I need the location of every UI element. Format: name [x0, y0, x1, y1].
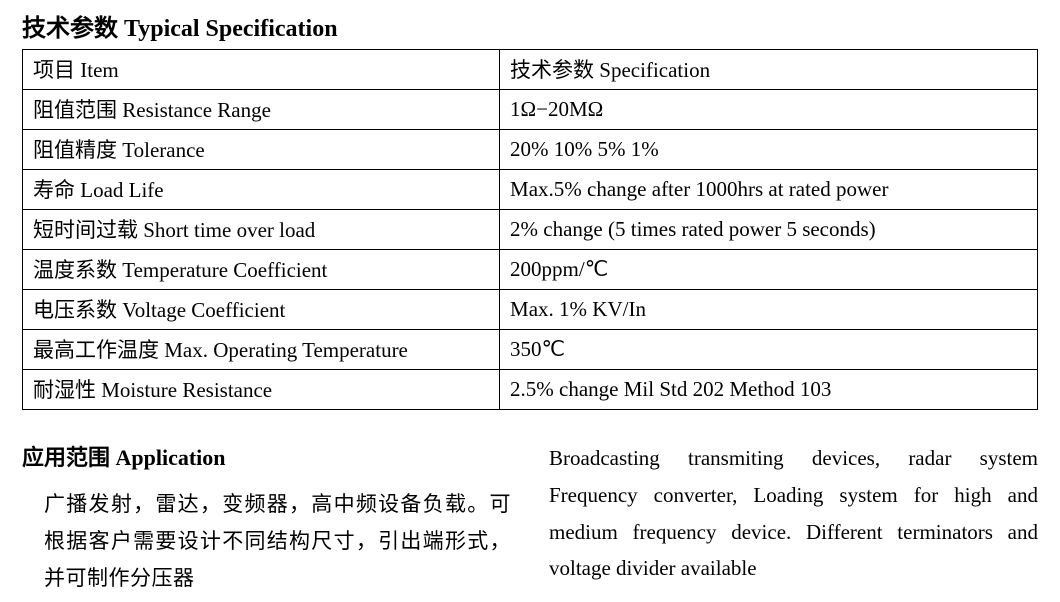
spec-table: 项目 Item 技术参数 Specification 阻值范围 Resistan…: [22, 49, 1038, 410]
cell-item: 温度系数 Temperature Coefficient: [23, 250, 500, 290]
cell-spec: 2.5% change Mil Std 202 Method 103: [500, 370, 1038, 410]
cell-item: 阻值精度 Tolerance: [23, 130, 500, 170]
cell-spec: 2% change (5 times rated power 5 seconds…: [500, 210, 1038, 250]
application-text-chinese: 广播发射，雷达，变频器，高中频设备负载。可根据客户需要设计不同结构尺寸，引出端形…: [22, 486, 511, 596]
cell-item: 耐湿性 Moisture Resistance: [23, 370, 500, 410]
section-title-application: 应用范围 Application: [22, 440, 511, 472]
section-title-spec: 技术参数 Typical Specification: [22, 8, 1038, 43]
cell-item: 电压系数 Voltage Coefficient: [23, 290, 500, 330]
table-row: 短时间过载 Short time over load 2% change (5 …: [23, 210, 1038, 250]
cell-item: 短时间过载 Short time over load: [23, 210, 500, 250]
table-row: 最高工作温度 Max. Operating Temperature 350℃: [23, 330, 1038, 370]
table-row: 阻值范围 Resistance Range 1Ω−20MΩ: [23, 90, 1038, 130]
table-row: 项目 Item 技术参数 Specification: [23, 50, 1038, 90]
cell-spec: 20% 10% 5% 1%: [500, 130, 1038, 170]
application-section: 应用范围 Application 广播发射，雷达，变频器，高中频设备负载。可根据…: [22, 440, 1038, 596]
cell-item: 阻值范围 Resistance Range: [23, 90, 500, 130]
table-row: 耐湿性 Moisture Resistance 2.5% change Mil …: [23, 370, 1038, 410]
table-row: 阻值精度 Tolerance 20% 10% 5% 1%: [23, 130, 1038, 170]
cell-spec: Max. 1% KV/In: [500, 290, 1038, 330]
cell-spec: 200ppm/℃: [500, 250, 1038, 290]
cell-item-header: 项目 Item: [23, 50, 500, 90]
cell-spec: 1Ω−20MΩ: [500, 90, 1038, 130]
cell-item: 最高工作温度 Max. Operating Temperature: [23, 330, 500, 370]
table-row: 电压系数 Voltage Coefficient Max. 1% KV/In: [23, 290, 1038, 330]
cell-spec: Max.5% change after 1000hrs at rated pow…: [500, 170, 1038, 210]
application-text-english: Broadcasting transmiting devices, radar …: [549, 440, 1038, 587]
table-row: 寿命 Load Life Max.5% change after 1000hrs…: [23, 170, 1038, 210]
cell-spec-header: 技术参数 Specification: [500, 50, 1038, 90]
cell-item: 寿命 Load Life: [23, 170, 500, 210]
cell-spec: 350℃: [500, 330, 1038, 370]
table-row: 温度系数 Temperature Coefficient 200ppm/℃: [23, 250, 1038, 290]
